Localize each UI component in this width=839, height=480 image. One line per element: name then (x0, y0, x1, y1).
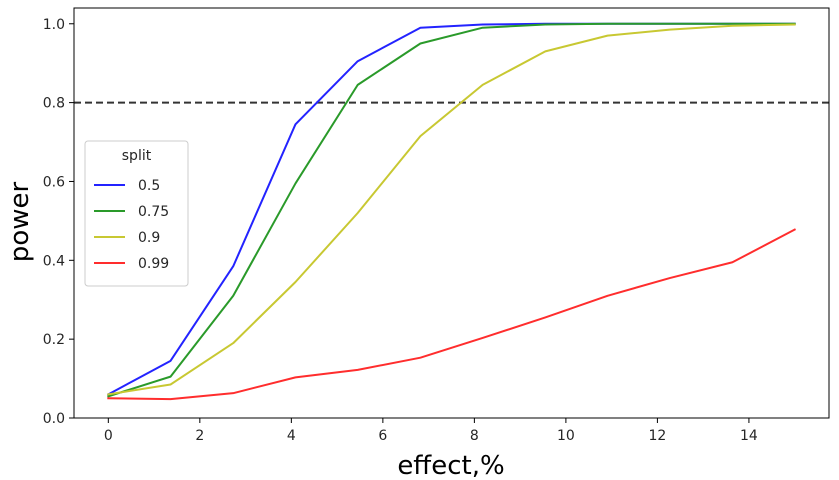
x-tick-label: 12 (648, 428, 666, 444)
y-tick-label: 0.8 (43, 96, 65, 112)
x-tick-label: 14 (740, 428, 758, 444)
legend-label-2: 0.9 (138, 230, 160, 246)
series-line-2 (107, 23, 796, 396)
y-tick-label: 1.0 (43, 17, 65, 33)
x-tick-label: 6 (378, 428, 387, 444)
legend-label-0: 0.5 (138, 178, 160, 194)
x-tick-label: 0 (104, 428, 113, 444)
legend: split 0.5 0.75 0.9 0.99 (84, 140, 189, 287)
legend-box (84, 140, 189, 287)
x-tick-label: 2 (195, 428, 204, 444)
series-line-3 (107, 228, 797, 401)
x-tick-label: 4 (287, 428, 296, 444)
y-tick-label: 0.2 (43, 332, 65, 348)
y-tick-label: 0.6 (43, 174, 65, 190)
y-tick-label: 0.4 (43, 253, 65, 269)
legend-title: split (122, 148, 152, 164)
y-tick-label: 0.0 (43, 411, 65, 427)
series-line-1 (107, 22, 796, 398)
x-tick-label: 8 (470, 428, 479, 444)
legend-label-1: 0.75 (138, 204, 169, 220)
y-axis-label: power (5, 182, 35, 263)
x-axis-label: effect,% (397, 451, 504, 480)
plot-area: 0 2 4 6 8 10 12 14 0.0 0.2 0.4 0.6 0.8 1.0 (43, 7, 830, 444)
x-tick-label: 10 (557, 428, 575, 444)
axes-frame (73, 7, 830, 419)
legend-label-3: 0.99 (138, 256, 169, 272)
